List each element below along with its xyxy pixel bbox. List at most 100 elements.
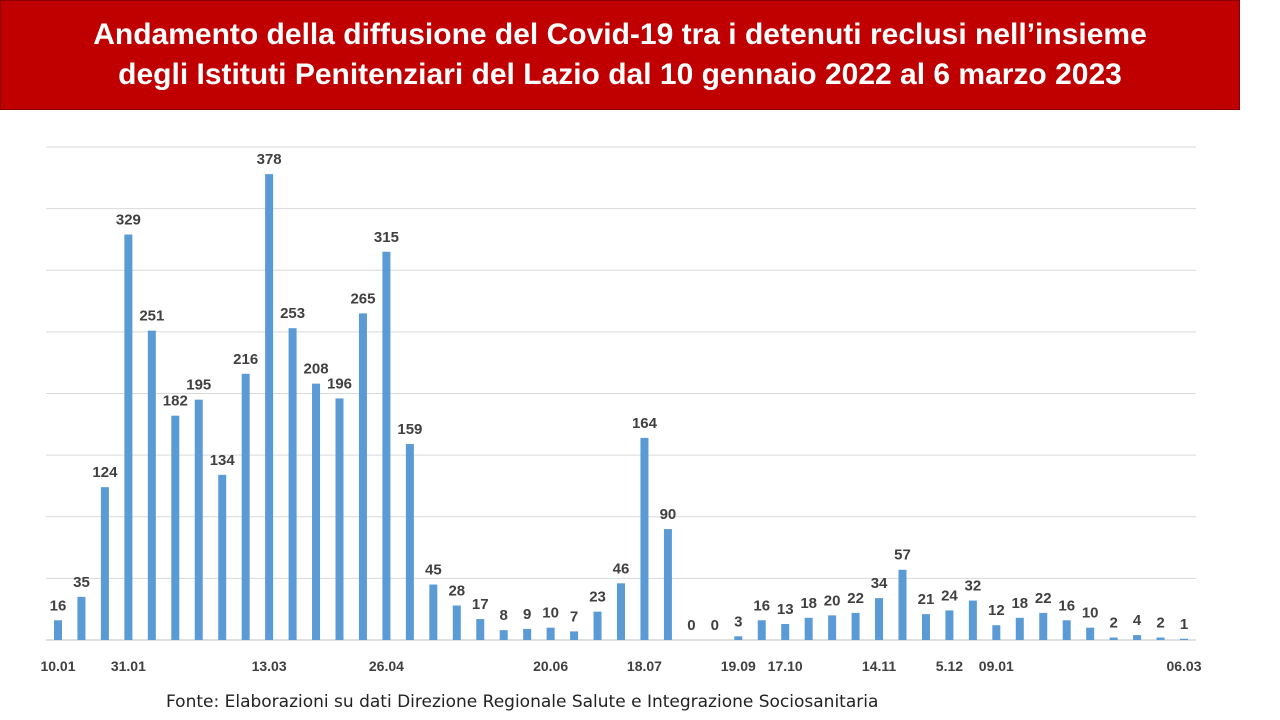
data-label: 20 [824, 592, 841, 609]
bar [734, 636, 743, 640]
data-label: 378 [257, 151, 282, 168]
x-tick-label: 18.07 [627, 658, 662, 674]
data-label: 134 [210, 452, 236, 469]
bar [640, 437, 649, 640]
bar [875, 598, 884, 640]
bar [968, 600, 977, 640]
bar [1015, 617, 1024, 640]
data-label: 124 [92, 464, 118, 481]
bar [1156, 637, 1165, 640]
x-tick-label: 10.01 [40, 658, 75, 674]
x-tick-label: 26.04 [369, 658, 404, 674]
data-label: 1 [1180, 616, 1188, 633]
data-label: 196 [327, 375, 352, 392]
data-label: 2 [1109, 615, 1117, 632]
bar [405, 444, 414, 640]
data-label: 16 [753, 597, 770, 614]
data-label: 253 [280, 305, 305, 322]
bar [828, 615, 837, 640]
data-label: 16 [50, 597, 67, 614]
bar [617, 583, 625, 640]
data-label: 90 [660, 506, 677, 523]
data-label: 17 [472, 596, 489, 613]
data-label: 216 [233, 351, 258, 368]
bar [1086, 627, 1095, 640]
data-label: 195 [186, 377, 211, 394]
x-tick-label: 14.11 [862, 658, 896, 674]
data-label: 45 [425, 562, 442, 579]
title-banner: Andamento della diffusione del Covid-19 … [0, 0, 1240, 110]
data-label: 3 [734, 613, 742, 630]
bar [1109, 637, 1118, 640]
x-tick-label: 13.03 [252, 658, 287, 674]
bar [171, 415, 180, 640]
data-label: 28 [448, 582, 465, 599]
data-label: 10 [542, 605, 559, 622]
bar [593, 611, 602, 640]
bar [1062, 620, 1071, 640]
data-label: 9 [523, 606, 531, 623]
data-label: 12 [988, 602, 1005, 619]
x-tick-label: 19.09 [721, 658, 756, 674]
chart-title: Andamento della diffusione del Covid-19 … [93, 18, 1147, 91]
bar [358, 313, 367, 640]
data-label: 164 [632, 415, 658, 432]
bar [851, 612, 860, 640]
bar [194, 399, 203, 640]
bar [1180, 638, 1188, 640]
bar [1133, 635, 1142, 640]
bar [499, 630, 508, 640]
data-label: 35 [73, 574, 90, 591]
data-label: 23 [589, 589, 606, 606]
bar [77, 596, 86, 640]
bar [452, 605, 461, 640]
bar [265, 174, 274, 641]
data-label: 4 [1133, 612, 1142, 629]
x-tick-label: 06.03 [1166, 658, 1201, 674]
data-label: 21 [918, 591, 935, 608]
bar [382, 251, 391, 640]
data-label: 34 [871, 575, 888, 592]
x-tick-label: 31.01 [111, 658, 146, 674]
data-label: 265 [350, 290, 375, 307]
data-label: 159 [397, 421, 422, 438]
bar [429, 584, 438, 640]
data-label: 315 [374, 229, 399, 246]
data-label: 13 [777, 601, 794, 618]
bar [921, 614, 930, 640]
source-note: Fonte: Elaborazioni su dati Direzione Re… [166, 692, 879, 712]
bar-chart: 1635124329251182195134216378253208196265… [40, 146, 1202, 674]
data-label: 0 [687, 617, 695, 634]
data-label: 329 [116, 212, 141, 229]
bar [945, 610, 954, 640]
data-label: 18 [800, 595, 817, 612]
data-label: 18 [1011, 595, 1028, 612]
data-label: 24 [941, 587, 958, 604]
bar [312, 383, 321, 640]
bar [476, 619, 485, 640]
bar [241, 373, 250, 640]
bar [124, 234, 133, 640]
x-tick-label: 5.12 [936, 658, 963, 674]
data-label: 0 [711, 617, 719, 634]
bar [663, 529, 672, 640]
data-label: 182 [163, 393, 188, 410]
bar [570, 631, 579, 640]
bar [546, 627, 555, 640]
data-label: 46 [613, 560, 630, 577]
chart-area: 16 35 124 329 251 182 195 134 216 378 253 208 196 265… [0, 120, 1280, 680]
data-label: 16 [1058, 597, 1075, 614]
data-label: 57 [894, 547, 911, 564]
data-label: 7 [570, 608, 578, 625]
bar [992, 625, 1001, 640]
data-label: 22 [847, 590, 864, 607]
data-label: 22 [1035, 590, 1052, 607]
bar [523, 628, 532, 640]
bar [54, 620, 62, 640]
bar [757, 620, 766, 640]
bar [218, 474, 227, 640]
data-label: 2 [1156, 615, 1164, 632]
data-label: 32 [965, 578, 982, 595]
bar [804, 617, 813, 640]
bar [288, 328, 297, 640]
